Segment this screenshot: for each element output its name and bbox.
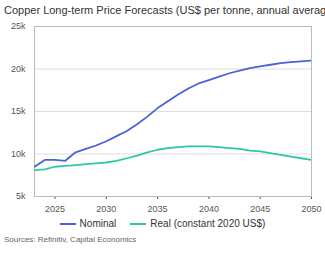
html-text:Sources: Refinitiv, Capital Ec: Sources: Refinitiv, Capital Economics (4, 235, 137, 244)
svg-text:25k: 25k (11, 21, 26, 31)
svg-text:2045: 2045 (250, 204, 270, 214)
svg-text:2035: 2035 (148, 204, 168, 214)
svg-text:5k: 5k (16, 191, 26, 201)
html-text:Nominal: Nominal (79, 218, 117, 229)
html-text:Real (constant 2020 US$): Real (constant 2020 US$) (150, 218, 266, 229)
svg-text:2030: 2030 (96, 204, 116, 214)
svg-text:20k: 20k (11, 64, 26, 74)
svg-text:2050: 2050 (301, 204, 321, 214)
svg-text:2025: 2025 (45, 204, 65, 214)
svg-text:10k: 10k (11, 149, 26, 159)
svg-text:2040: 2040 (199, 204, 219, 214)
svg-text:15k: 15k (11, 106, 26, 116)
